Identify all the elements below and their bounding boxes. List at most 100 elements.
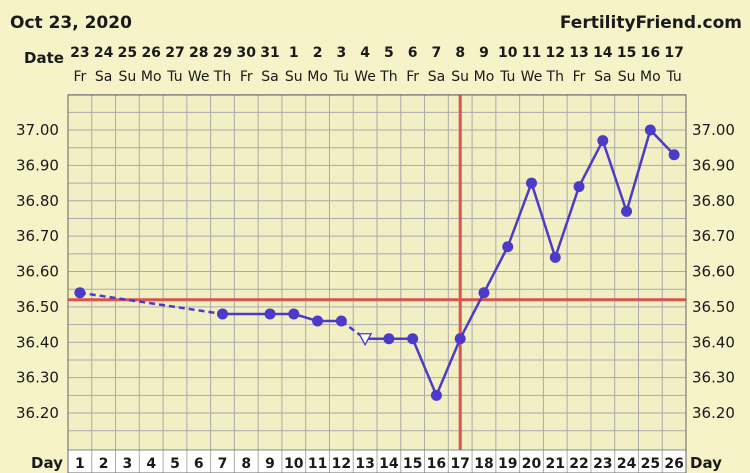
- date-label: 4: [360, 45, 370, 61]
- y-tick-label-right: 37.00: [692, 121, 735, 139]
- weekday-label: Sa: [95, 69, 112, 85]
- date-row-label: Date: [24, 49, 64, 67]
- y-tick-label-right: 36.30: [692, 369, 735, 387]
- series-segment: [482, 246, 509, 294]
- day-number: 24: [617, 456, 637, 472]
- temp-point: [478, 287, 490, 299]
- series-segment: [554, 186, 581, 258]
- day-number: 22: [569, 456, 588, 472]
- date-label: 25: [118, 45, 137, 61]
- date-label: 3: [336, 45, 346, 61]
- day-number: 19: [498, 456, 517, 472]
- y-tick-label-right: 36.40: [692, 333, 735, 351]
- y-tick-label-left: 36.80: [16, 192, 59, 210]
- date-label: 28: [189, 45, 208, 61]
- date-label: 23: [70, 45, 89, 61]
- y-tick-label-right: 36.70: [692, 227, 735, 245]
- y-tick-label-left: 37.00: [16, 121, 59, 139]
- series-segment: [577, 140, 604, 188]
- weekday-label: Mo: [141, 69, 162, 85]
- date-label: 29: [213, 45, 232, 61]
- day-number: 20: [522, 456, 542, 472]
- day-number: 21: [546, 456, 565, 472]
- series-segment: [411, 338, 438, 396]
- day-number: 1: [75, 456, 85, 472]
- date-label: 10: [498, 45, 518, 61]
- day-number: 4: [146, 456, 156, 472]
- date-label: 24: [94, 45, 114, 61]
- date-label: 8: [455, 45, 465, 61]
- weekday-label: Sa: [594, 69, 611, 85]
- date-label: 17: [664, 45, 683, 61]
- series-segment: [79, 291, 223, 316]
- weekday-label: Mo: [474, 69, 495, 85]
- weekday-label: Mo: [307, 69, 328, 85]
- day-number: 16: [427, 456, 446, 472]
- day-number: 23: [593, 456, 612, 472]
- temp-point: [312, 315, 324, 327]
- temp-point: [621, 205, 633, 217]
- temp-point: [335, 315, 347, 327]
- chart-date: Oct 23, 2020: [10, 13, 132, 33]
- weekday-label: We: [354, 69, 376, 85]
- day-number: 8: [241, 456, 251, 472]
- weekday-label: Su: [451, 69, 469, 85]
- weekday-label: We: [521, 69, 543, 85]
- date-label: 26: [141, 45, 160, 61]
- weekday-label: Tu: [166, 69, 182, 85]
- day-number: 25: [641, 456, 660, 472]
- date-label: 15: [617, 45, 636, 61]
- weekday-label: Su: [119, 69, 137, 85]
- weekday-label: Sa: [428, 69, 445, 85]
- day-row-label-left: Day: [31, 454, 63, 472]
- date-label: 16: [641, 45, 660, 61]
- date-label: 30: [237, 45, 257, 61]
- y-tick-label-left: 36.30: [16, 369, 59, 387]
- date-label: 1: [289, 45, 299, 61]
- series-segment: [506, 182, 533, 248]
- day-number: 18: [474, 456, 493, 472]
- series-segment: [649, 129, 676, 156]
- temp-point: [383, 333, 395, 345]
- day-number: 9: [265, 456, 275, 472]
- weekday-label: Su: [618, 69, 636, 85]
- y-tick-label-right: 36.50: [692, 298, 735, 316]
- temp-point: [217, 308, 228, 320]
- temp-point: [573, 181, 585, 193]
- day-number: 17: [450, 456, 469, 472]
- weekday-label: Tu: [499, 69, 515, 85]
- y-tick-label-right: 36.60: [692, 263, 735, 281]
- weekday-label: We: [188, 69, 210, 85]
- temp-point: [430, 389, 442, 401]
- series-segment: [601, 140, 628, 212]
- weekday-label: Th: [546, 69, 564, 85]
- day-number: 26: [664, 456, 683, 472]
- temp-point: [74, 287, 86, 299]
- temp-point: [264, 308, 276, 320]
- day-number: 12: [332, 456, 351, 472]
- weekday-label: Fr: [573, 69, 586, 85]
- date-label: 6: [408, 45, 418, 61]
- date-label: 2: [313, 45, 323, 61]
- day-number: 2: [99, 456, 109, 472]
- y-tick-label-left: 36.40: [16, 333, 59, 351]
- date-label: 5: [384, 45, 394, 61]
- weekday-label: Su: [285, 69, 303, 85]
- y-tick-label-right: 36.80: [692, 192, 735, 210]
- series-segment: [459, 292, 486, 340]
- weekday-label: Tu: [665, 69, 681, 85]
- site-name: FertilityFriend.com: [560, 13, 742, 33]
- date-label: 12: [546, 45, 565, 61]
- weekday-label: Fr: [406, 69, 419, 85]
- y-tick-label-left: 36.90: [16, 156, 59, 174]
- temp-point: [407, 333, 419, 345]
- temp-point: [668, 149, 680, 161]
- day-number: 6: [194, 456, 204, 472]
- y-tick-label-left: 36.60: [16, 263, 59, 281]
- date-label: 13: [569, 45, 588, 61]
- temp-point: [597, 135, 609, 147]
- y-tick-label-left: 36.50: [16, 298, 59, 316]
- temp-point: [549, 251, 561, 263]
- plot-area: [67, 94, 687, 473]
- day-number: 5: [170, 456, 180, 472]
